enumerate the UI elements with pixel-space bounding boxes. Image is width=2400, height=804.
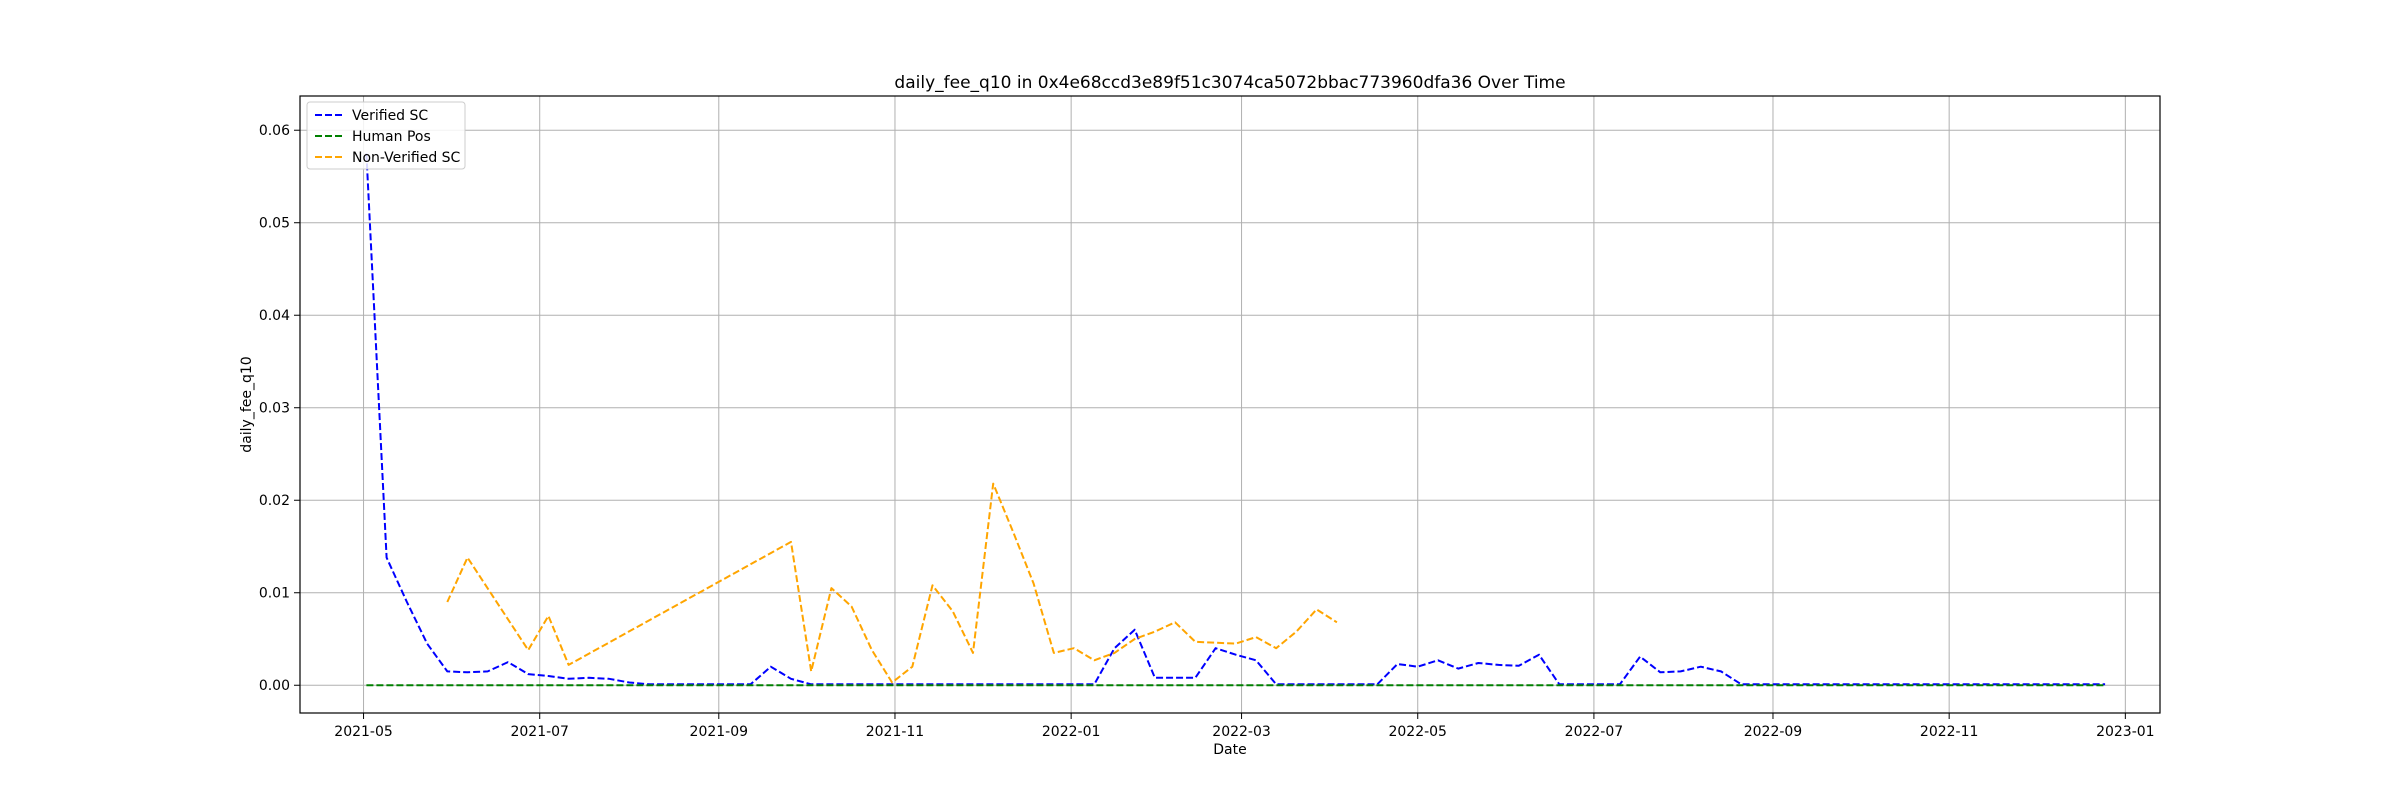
y-axis-label: daily_fee_q10 [239, 356, 255, 452]
x-tick-label: 2022-05 [1388, 724, 1447, 740]
legend: Verified SC Human Pos Non-Verified SC [306, 101, 466, 170]
legend-label-human-pos: Human Pos [352, 129, 431, 145]
x-tick-label: 2022-09 [1744, 724, 1803, 740]
x-tick-label: 2022-03 [1212, 724, 1271, 740]
chart-title: daily_fee_q10 in 0x4e68ccd3e89f51c3074ca… [894, 73, 1565, 93]
legend-box [306, 101, 466, 170]
y-tick-label: 0.04 [259, 308, 290, 324]
series-line-non-verified-sc [446, 482, 1338, 684]
legend-label-verified-sc: Verified SC [352, 108, 428, 124]
x-tick-label: 2022-11 [1920, 724, 1979, 740]
legend-label-non-verified-sc: Non-Verified SC [352, 150, 461, 166]
y-tick-label: 0.06 [259, 123, 290, 139]
grid [300, 96, 2160, 713]
x-axis-label: Date [1213, 742, 1246, 758]
y-tick-label: 0.01 [259, 586, 290, 602]
x-tick-label: 2021-05 [334, 724, 393, 740]
x-tick-label: 2021-09 [690, 724, 749, 740]
plot-area-frame [299, 95, 2161, 714]
x-tick-label: 2023-01 [2096, 724, 2155, 740]
axes: 2021-05 2021-07 2021-09 2021-11 2022-01 2022-… [259, 123, 2155, 740]
x-tick-label: 2021-07 [510, 724, 569, 740]
series-group [365, 153, 2106, 687]
y-tick-label: 0.05 [259, 216, 290, 232]
y-tick-label: 0.03 [259, 401, 290, 417]
x-tick-label: 2021-11 [866, 724, 925, 740]
x-tick-label: 2022-01 [1042, 724, 1101, 740]
y-tick-label: 0.00 [259, 678, 290, 694]
y-tick-label: 0.02 [259, 493, 290, 509]
x-tick-label: 2022-07 [1565, 724, 1624, 740]
